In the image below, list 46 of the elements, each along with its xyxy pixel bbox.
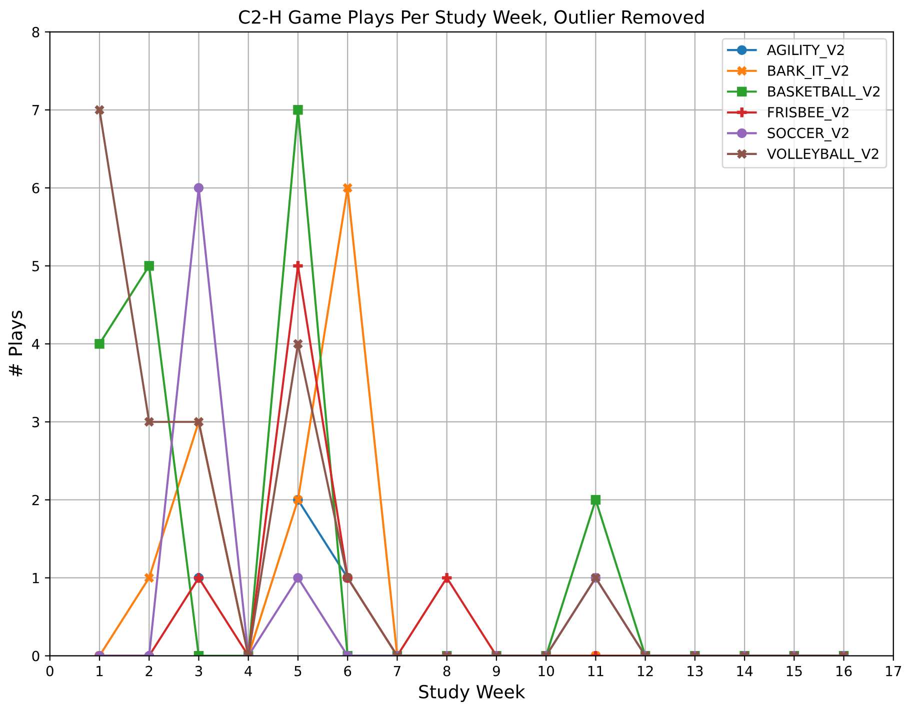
- y-tick-label: 6: [32, 182, 40, 194]
- x-tick-label: 6: [344, 666, 352, 676]
- x-tick-label: 1: [96, 666, 103, 676]
- point: [293, 105, 303, 115]
- x-tick-label: 0: [46, 666, 54, 676]
- point: [144, 416, 154, 427]
- x-axis-title: Study Week: [419, 684, 526, 702]
- point: [590, 494, 601, 505]
- y-tick-label: 4: [32, 339, 40, 350]
- legend-label: BARK_IT_V2: [768, 65, 848, 80]
- point: [94, 105, 104, 115]
- y-axis-title: # Plays: [8, 310, 26, 376]
- x-tick-label: 4: [244, 666, 252, 676]
- x-tick-label: 10: [538, 666, 554, 676]
- x-tick-label: 17: [886, 666, 902, 676]
- x-tick-label: 7: [394, 666, 400, 676]
- point: [293, 261, 303, 271]
- chart-title: C2-H Game Plays Per Study Week, Outlier Removed: [239, 10, 704, 28]
- x-tick-label: 15: [786, 666, 802, 676]
- y-tick-label: 0: [32, 650, 40, 662]
- x-tick-label: 14: [737, 666, 753, 676]
- y-tick-label: 1: [32, 572, 39, 584]
- legend-label: FRISBEE_V2: [768, 106, 848, 121]
- point: [342, 183, 352, 193]
- legend-label: BASKETBALL_V2: [768, 86, 880, 100]
- x-tick-label: 16: [836, 666, 852, 676]
- y-tick-label: 3: [32, 416, 40, 428]
- x-tick-label: 3: [195, 666, 202, 676]
- point: [293, 339, 303, 349]
- x-tick-label: 11: [588, 666, 604, 676]
- y-tick-label: 8: [32, 26, 40, 38]
- point: [194, 183, 204, 193]
- y-tick-label: 5: [32, 261, 39, 272]
- x-tick-label: 8: [443, 666, 450, 676]
- x-tick-label: 13: [688, 666, 703, 676]
- legend-label: VOLLEYBALL_V2: [767, 148, 878, 162]
- legend-label: SOCCER_V2: [768, 128, 848, 142]
- y-tick-label: 2: [32, 494, 39, 506]
- point: [144, 261, 154, 271]
- x-tick-label: 9: [492, 666, 500, 676]
- x-tick-label: 2: [146, 666, 152, 676]
- x-tick-label: 12: [638, 666, 653, 676]
- x-tick-label: 5: [294, 666, 302, 676]
- point: [94, 339, 104, 349]
- y-tick-label: 7: [32, 105, 39, 116]
- legend-label: AGILITY_V2: [767, 44, 844, 58]
